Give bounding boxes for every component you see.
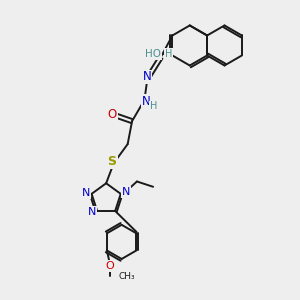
Text: H: H xyxy=(150,101,158,111)
Text: HO: HO xyxy=(145,49,161,59)
Text: H: H xyxy=(165,49,172,59)
Text: N: N xyxy=(88,207,96,217)
Text: N: N xyxy=(122,187,130,197)
Text: N: N xyxy=(82,188,91,198)
Text: CH₃: CH₃ xyxy=(118,272,135,281)
Text: N: N xyxy=(142,94,150,108)
Text: S: S xyxy=(107,155,116,168)
Text: O: O xyxy=(108,108,117,121)
Text: O: O xyxy=(105,261,114,271)
Text: N: N xyxy=(142,70,151,83)
